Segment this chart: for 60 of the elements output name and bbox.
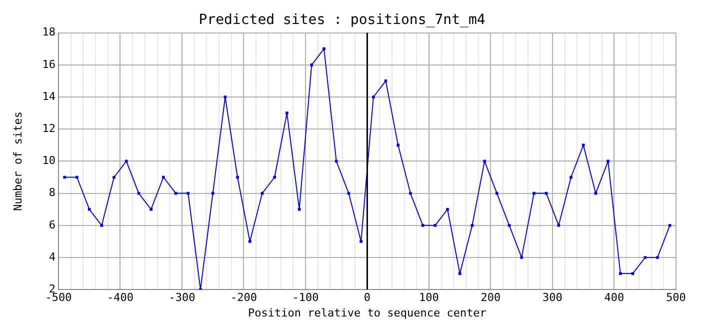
point (570, 176, 572, 179)
x-tick-label: -100 (292, 291, 319, 304)
y-tick-label: 12 (42, 122, 56, 135)
x-tick-label: 500 (666, 291, 686, 304)
x-tick-label: 0 (364, 291, 371, 304)
point (495, 192, 498, 195)
point (384, 80, 388, 82)
point (100, 224, 104, 227)
point (470, 224, 474, 227)
x-tick-label: -500 (45, 291, 72, 304)
point (458, 272, 462, 275)
x-axis-title: Position relative to sequence center (248, 306, 487, 320)
y-tick-label: 6 (48, 218, 56, 232)
y-tick-label: 18 (42, 26, 56, 39)
y-tick-label: 16 (42, 58, 56, 71)
point (557, 224, 560, 227)
point (409, 192, 412, 195)
point (446, 208, 449, 211)
point (532, 192, 536, 195)
point (334, 160, 338, 163)
point (63, 176, 66, 179)
y-tick-label: 8 (48, 186, 56, 200)
x-tick-label: 300 (542, 291, 562, 304)
y-tick-label: 10 (42, 154, 56, 168)
point (88, 208, 91, 211)
point (298, 208, 301, 211)
point (582, 144, 585, 147)
point (76, 176, 78, 179)
point (150, 208, 152, 211)
point (520, 256, 524, 259)
point (631, 272, 634, 275)
x-tick-label: -300 (168, 291, 196, 304)
point (508, 224, 511, 227)
x-tick-label: 400 (604, 291, 624, 304)
point (124, 160, 128, 163)
x-tick-label: -200 (230, 291, 257, 304)
point (236, 176, 239, 179)
y-tick-label: 4 (48, 250, 56, 264)
point (186, 192, 190, 195)
point (606, 160, 610, 163)
point (248, 240, 252, 243)
point (162, 176, 165, 179)
point (310, 63, 314, 66)
point (372, 96, 375, 98)
point (483, 160, 486, 163)
point (322, 47, 326, 50)
x-tick-label: 200 (480, 291, 501, 304)
x-tick-label: 100 (419, 291, 439, 304)
point (396, 144, 400, 147)
point (668, 224, 672, 227)
point (224, 96, 227, 98)
chart-title: Predicted sites : positions_7nt_m4 (198, 12, 486, 28)
point (273, 176, 276, 179)
y-tick-label: 14 (42, 90, 56, 103)
y-axis-title: Number of sites (11, 112, 24, 211)
point (112, 176, 116, 179)
point (434, 224, 437, 227)
point (421, 224, 424, 227)
x-tick-label: -400 (106, 291, 134, 304)
point (644, 256, 647, 259)
